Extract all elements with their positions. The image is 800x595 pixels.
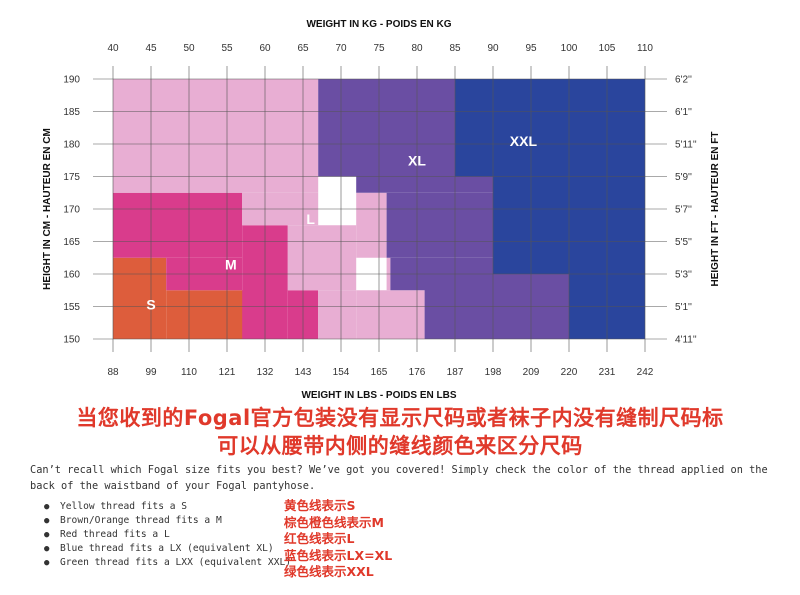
y-tick-label-cm: 190 bbox=[63, 75, 80, 86]
x-tick-label-kg: 100 bbox=[561, 43, 578, 54]
x-tick-label-lbs: 209 bbox=[523, 367, 540, 378]
thread-list-chinese: 黄色线表示S 棕色橙色线表示M 红色线表示L 蓝色线表示LX=XL 绿色线表示X… bbox=[284, 498, 392, 581]
y-tick-label-cm: 175 bbox=[63, 172, 80, 183]
size-region-s bbox=[113, 257, 167, 339]
bullet-icon: ● bbox=[44, 530, 50, 540]
x-tick-label-kg: 60 bbox=[259, 43, 271, 54]
x-tick-label-lbs: 99 bbox=[145, 367, 157, 378]
y-tick-label-ft: 5'9'' bbox=[675, 172, 692, 183]
x-tick-label-kg: 65 bbox=[297, 43, 309, 54]
x-tick-label-kg: 90 bbox=[487, 43, 499, 54]
thread-text-chinese: 红色线表示L bbox=[284, 531, 355, 546]
size-region-l bbox=[356, 290, 425, 339]
size-region-s bbox=[166, 290, 246, 339]
bullet-icon: ● bbox=[44, 516, 50, 526]
x-tick-label-kg: 75 bbox=[373, 43, 385, 54]
x-tick-label-lbs: 88 bbox=[107, 367, 119, 378]
y-tick-label-ft: 5'7'' bbox=[675, 205, 692, 216]
x-tick-label-lbs: 187 bbox=[447, 367, 464, 378]
x-tick-label-kg: 105 bbox=[599, 43, 616, 54]
y-tick-label-cm: 160 bbox=[63, 270, 80, 281]
thread-text-chinese: 绿色线表示XXL bbox=[284, 564, 374, 579]
y-tick-label-ft: 5'1'' bbox=[675, 302, 692, 313]
thread-text-chinese: 蓝色线表示LX=XL bbox=[284, 547, 393, 563]
x-tick-label-lbs: 242 bbox=[637, 367, 654, 378]
thread-text: Blue thread fits a LX (equivalent XL) bbox=[60, 543, 274, 554]
y-tick-label-cm: 180 bbox=[63, 140, 80, 151]
x-tick-label-kg: 50 bbox=[183, 43, 195, 54]
intro-text: Can’t recall which Fogal size fits you b… bbox=[30, 464, 768, 492]
list-item: ● Blue thread fits a LX (equivalent XL) bbox=[44, 542, 291, 556]
y-tick-label-ft: 5'5'' bbox=[675, 237, 692, 248]
thread-text-chinese: 黄色线表示S bbox=[284, 498, 356, 513]
bullet-icon: ● bbox=[44, 544, 50, 554]
x-tick-label-kg: 110 bbox=[637, 43, 653, 54]
y-tick-label-cm: 165 bbox=[63, 237, 80, 248]
thread-text: Brown/Orange thread fits a M bbox=[60, 515, 222, 526]
notice-line-1: 当您收到的Fogal官方包装没有显示尺码或者袜子内没有缝制尺码标 bbox=[76, 406, 724, 430]
thread-list: ● Yellow thread fits a S ● Brown/Orange th… bbox=[44, 500, 291, 570]
size-region-xl bbox=[356, 176, 493, 193]
y-tick-label-cm: 155 bbox=[63, 302, 80, 313]
notice-line-2: 可以从腰带内侧的缝线颜色来区分尺码 bbox=[217, 434, 583, 458]
x-tick-label-lbs: 132 bbox=[257, 367, 274, 378]
list-item: ● Brown/Orange thread fits a M bbox=[44, 514, 291, 528]
list-item: ● Red thread fits a L bbox=[44, 528, 291, 542]
x-tick-label-kg: 80 bbox=[411, 43, 423, 54]
size-region-xl bbox=[318, 79, 455, 177]
x-axis-title-kg: WEIGHT IN KG - POIDS EN KG bbox=[306, 19, 451, 30]
thread-text-chinese: 棕色橙色线表示M bbox=[284, 514, 384, 530]
y-tick-label-cm: 170 bbox=[63, 205, 80, 216]
x-tick-label-lbs: 110 bbox=[181, 367, 197, 378]
x-tick-label-lbs: 176 bbox=[409, 367, 426, 378]
list-item: ● Green thread fits a LXX (equivalent XXL… bbox=[44, 556, 291, 570]
size-label-m: M bbox=[225, 256, 237, 272]
y-axis-title-ft: HEIGHT IN FT - HAUTEUR EN FT bbox=[710, 132, 721, 287]
y-tick-label-ft: 6'1'' bbox=[675, 107, 692, 118]
x-tick-label-kg: 45 bbox=[145, 43, 157, 54]
x-tick-label-lbs: 165 bbox=[371, 367, 388, 378]
x-axis-title-lbs: WEIGHT IN LBS - POIDS EN LBS bbox=[301, 390, 456, 400]
x-tick-label-lbs: 154 bbox=[333, 367, 350, 378]
x-tick-label-kg: 55 bbox=[221, 43, 233, 54]
size-label-l: L bbox=[306, 211, 315, 227]
thread-text: Red thread fits a L bbox=[60, 529, 170, 540]
size-region-m bbox=[113, 192, 243, 258]
x-tick-label-kg: 70 bbox=[335, 43, 347, 54]
x-tick-label-lbs: 198 bbox=[485, 367, 502, 378]
y-tick-label-ft: 4'11'' bbox=[675, 335, 697, 346]
size-region-l bbox=[113, 79, 319, 193]
y-tick-label-cm: 185 bbox=[63, 107, 80, 118]
y-tick-label-cm: 150 bbox=[63, 335, 80, 346]
x-tick-label-kg: 40 bbox=[107, 43, 119, 54]
thread-text: Yellow thread fits a S bbox=[60, 501, 188, 512]
size-region-xl bbox=[386, 192, 493, 258]
size-region-xxl bbox=[455, 79, 645, 177]
y-tick-label-ft: 5'11'' bbox=[675, 140, 697, 151]
list-item: ● Yellow thread fits a S bbox=[44, 500, 291, 514]
y-tick-label-ft: 6'2'' bbox=[675, 75, 692, 86]
x-tick-label-kg: 95 bbox=[525, 43, 537, 54]
bullet-icon: ● bbox=[44, 502, 50, 512]
y-axis-title-cm: HEIGHT IN CM - HAUTEUR EN CM bbox=[42, 128, 53, 290]
thread-text: Green thread fits a LXX (equivalent XXL) bbox=[60, 557, 292, 568]
size-label-xl: XL bbox=[408, 152, 426, 168]
size-chart: 40 45 50 55 60 65 70 75 80 85 90 95 100 105 110 88 99 110… bbox=[42, 19, 721, 400]
x-tick-label-lbs: 220 bbox=[561, 367, 578, 378]
size-region-l bbox=[318, 290, 357, 339]
x-tick-label-lbs: 231 bbox=[599, 367, 616, 378]
x-tick-label-lbs: 121 bbox=[219, 367, 236, 378]
bullet-icon: ● bbox=[44, 558, 50, 568]
x-tick-label-kg: 85 bbox=[449, 43, 461, 54]
size-region-l bbox=[356, 192, 387, 258]
y-tick-label-ft: 5'3'' bbox=[675, 270, 692, 281]
size-label-xxl: XXL bbox=[510, 133, 538, 149]
x-tick-label-lbs: 143 bbox=[295, 367, 312, 378]
size-label-s: S bbox=[146, 297, 155, 313]
size-region-l bbox=[287, 225, 357, 291]
